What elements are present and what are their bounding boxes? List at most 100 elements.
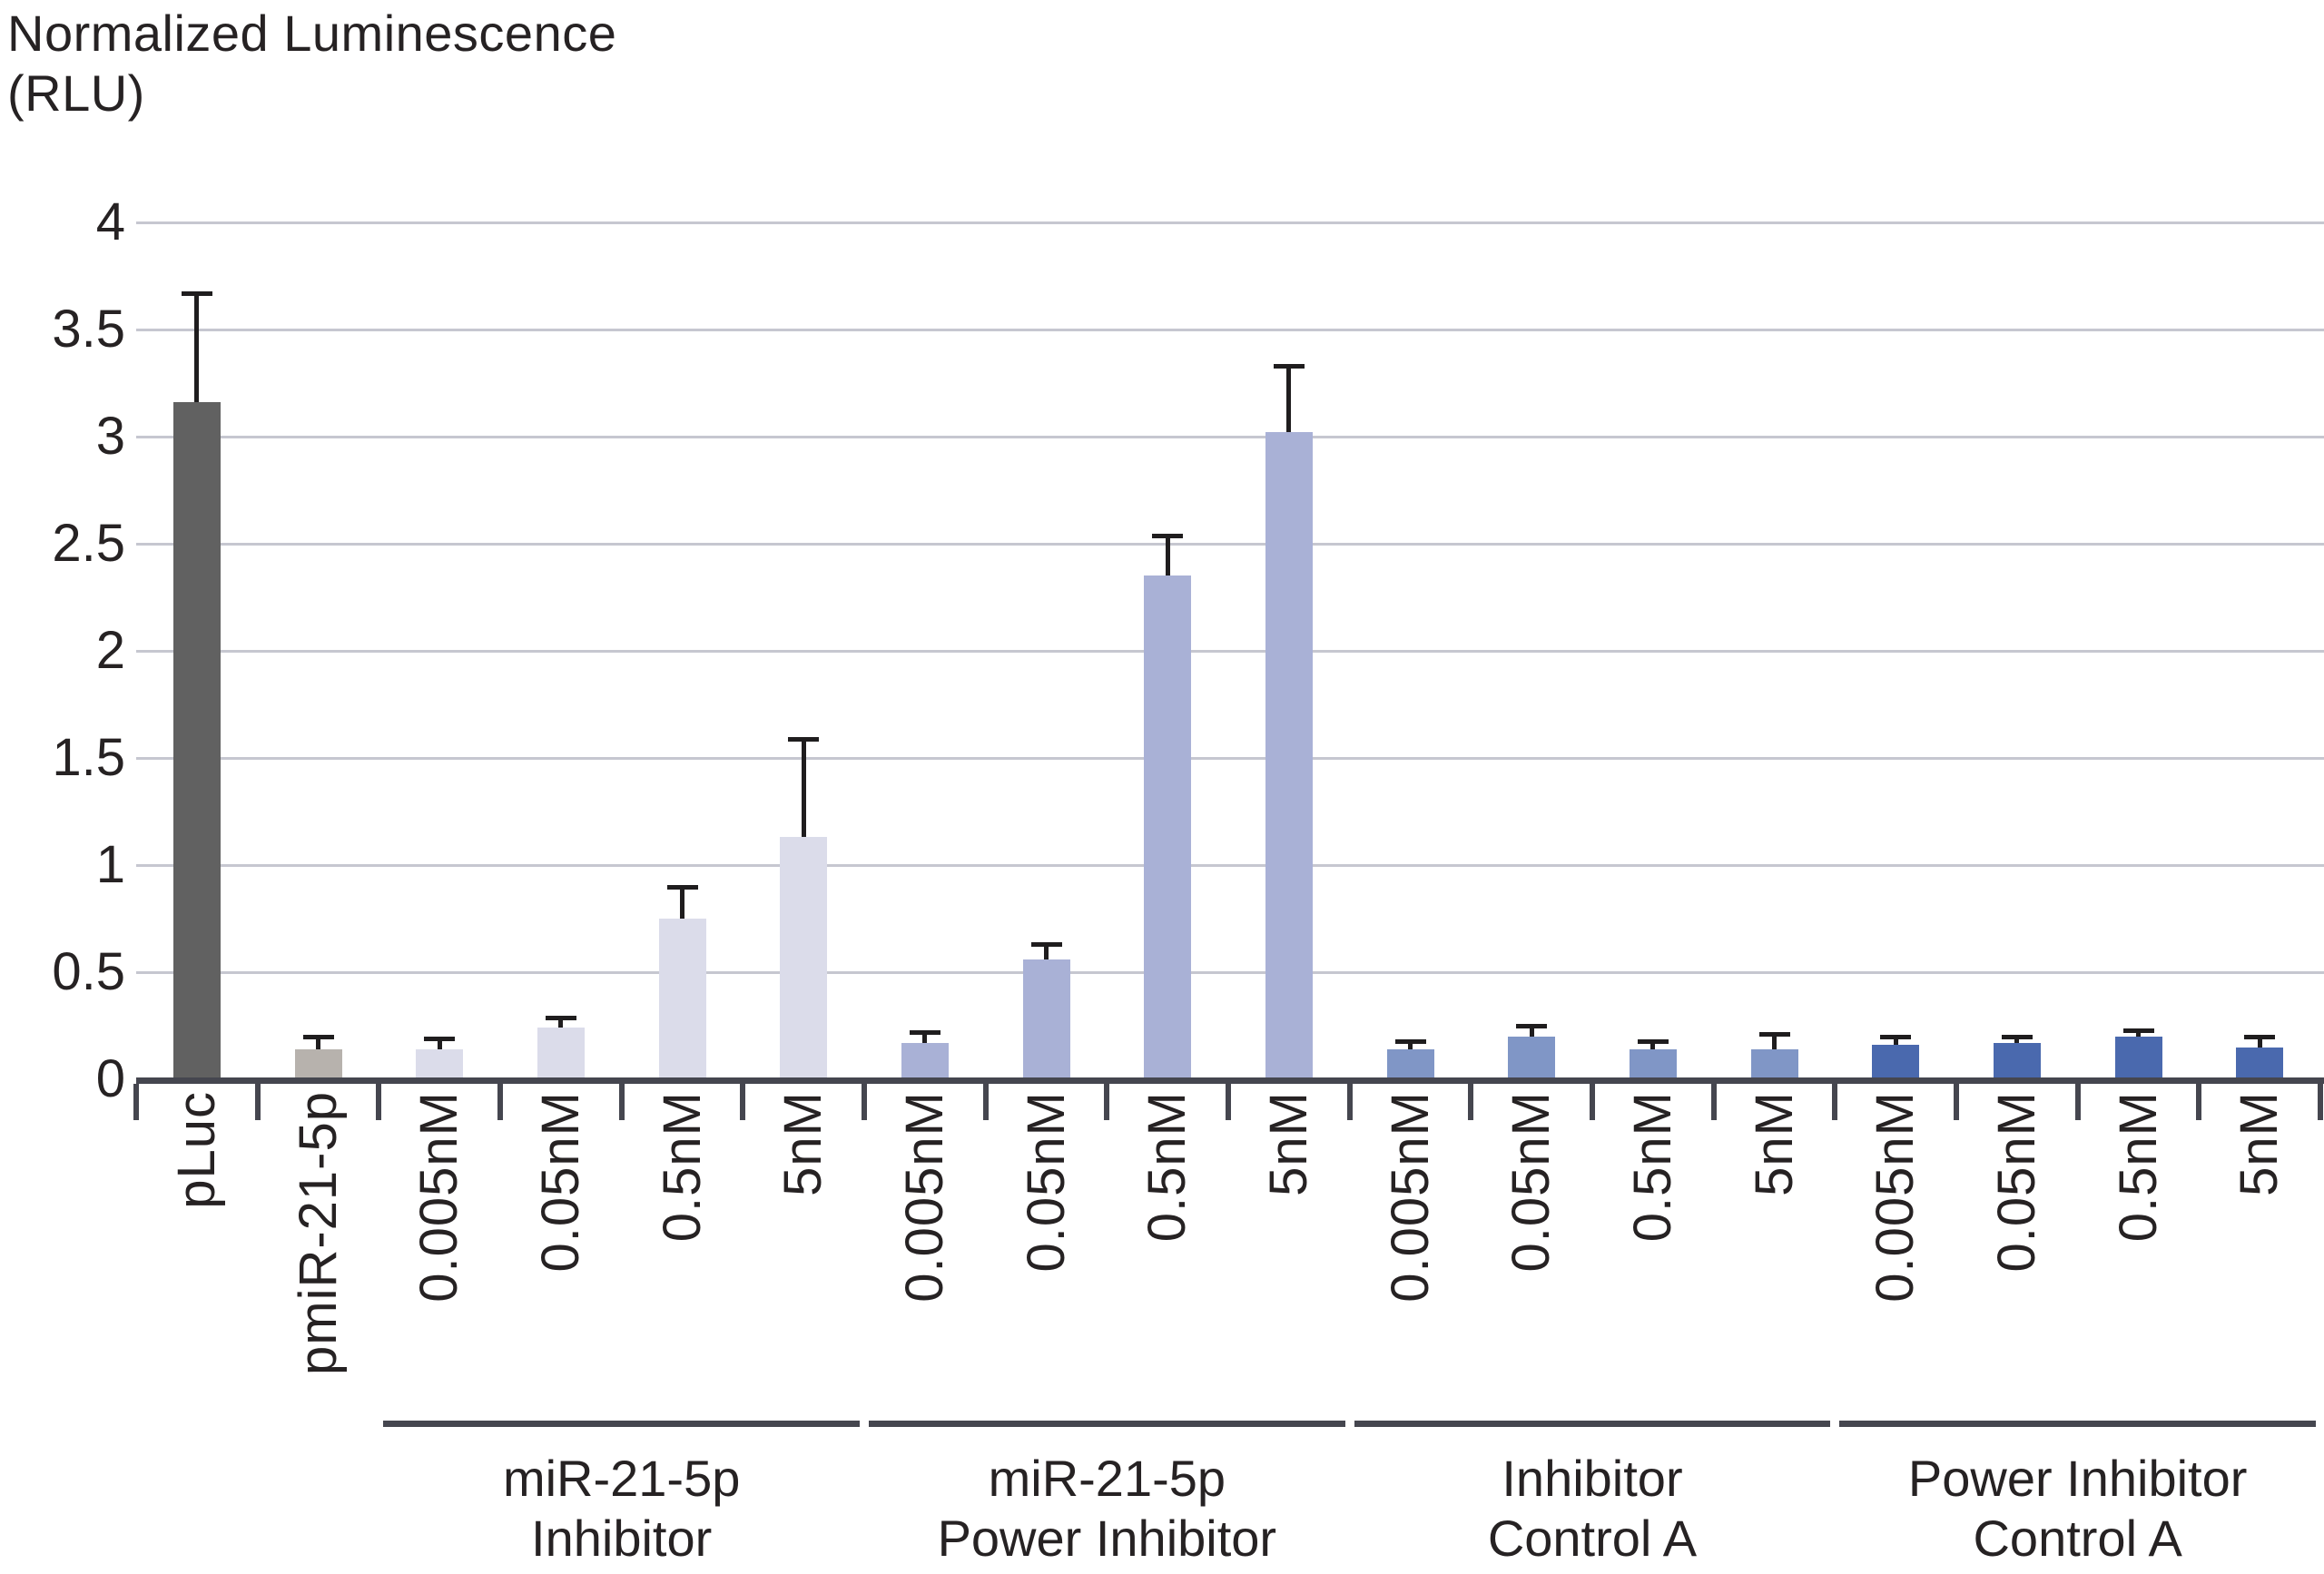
group-label-line: Inhibitor — [1502, 1450, 1683, 1507]
x-tick-label: 0.5nM — [652, 1091, 712, 1243]
x-tick-label: pLuc — [166, 1091, 226, 1209]
error-bar-stem — [1529, 1026, 1534, 1037]
gridline — [136, 436, 2324, 438]
axis-tick — [1832, 1084, 1838, 1120]
y-tick-label: 3 — [95, 407, 125, 466]
group-label-line: miR-21-5p — [502, 1450, 741, 1507]
y-axis-title-line2: (RLU) — [7, 64, 145, 122]
group-bracket — [869, 1421, 1345, 1427]
error-bar-stem — [2257, 1036, 2262, 1048]
x-tick-label: 0.005nM — [1866, 1091, 1925, 1303]
bar — [1022, 959, 1070, 1084]
x-tick-label: 5nM — [773, 1091, 833, 1196]
axis-tick — [1346, 1084, 1353, 1120]
group-label-line: Power Inhibitor — [937, 1510, 1277, 1567]
error-bar-cap — [2122, 1028, 2154, 1033]
gridline — [136, 543, 2324, 546]
error-bar-cap — [302, 1034, 334, 1039]
gridline — [136, 971, 2324, 974]
bar — [1872, 1045, 1920, 1084]
bar — [1265, 432, 1313, 1084]
group-label: Power Inhibitor Control A — [1839, 1449, 2316, 1569]
error-bar-stem — [2136, 1029, 2141, 1037]
x-tick-label: 0.05nM — [1502, 1091, 1561, 1273]
group-label-line: Control A — [1487, 1510, 1698, 1567]
error-bar-cap — [666, 884, 698, 890]
axis-tick — [982, 1084, 989, 1120]
error-bar-stem — [922, 1032, 928, 1043]
bar — [1144, 575, 1192, 1084]
group-label: miR-21-5p Power Inhibitor — [869, 1449, 1345, 1569]
error-bar-stem — [1893, 1036, 1898, 1046]
error-bar-cap — [1273, 364, 1305, 369]
error-bar-cap — [2001, 1034, 2033, 1039]
axis-tick — [2074, 1084, 2081, 1120]
axis-tick — [740, 1084, 746, 1120]
error-bar-stem — [558, 1017, 564, 1028]
error-bar-cap — [2244, 1034, 2276, 1039]
error-bar-cap — [1637, 1038, 1669, 1044]
axis-tick — [1468, 1084, 1474, 1120]
y-tick-label: 1 — [95, 835, 125, 894]
bar — [172, 402, 221, 1084]
axis-tick — [1710, 1084, 1717, 1120]
error-bar-cap — [1030, 942, 1062, 948]
x-tick-label: 5nM — [1744, 1091, 1804, 1196]
bar — [537, 1028, 585, 1084]
x-tick-label: 0.5nM — [1137, 1091, 1197, 1243]
y-tick-label: 1.5 — [52, 728, 125, 787]
axis-tick — [2318, 1084, 2323, 1120]
error-bar-cap — [909, 1030, 940, 1036]
x-tick-label: 0.005nM — [409, 1091, 469, 1303]
error-bar-stem — [801, 738, 806, 838]
x-tick-label: 5nM — [1258, 1091, 1318, 1196]
x-axis-baseline — [136, 1077, 2324, 1084]
bar — [780, 837, 828, 1084]
group-label-line: Power Inhibitor — [1907, 1450, 2248, 1507]
x-tick-label: 5nM — [2230, 1091, 2290, 1196]
y-axis-title: Normalized Luminescence (RLU) — [7, 4, 616, 123]
axis-tick — [618, 1084, 625, 1120]
error-bar-cap — [1152, 533, 1184, 538]
x-tick-label: 0.05nM — [530, 1091, 590, 1273]
error-bar-stem — [680, 886, 684, 919]
axis-tick — [133, 1084, 139, 1120]
bar — [2114, 1036, 2162, 1084]
axis-tick — [862, 1084, 867, 1120]
x-tick-label: 0.005nM — [894, 1091, 954, 1303]
axis-tick — [2196, 1084, 2202, 1120]
axis-tick — [1104, 1084, 1110, 1120]
error-bar-stem — [1408, 1040, 1413, 1049]
error-bar-cap — [1394, 1038, 1426, 1044]
x-tick-label: 0.05nM — [1016, 1091, 1076, 1273]
gridline — [136, 221, 2324, 224]
y-tick-label: 2 — [95, 621, 125, 680]
error-bar-stem — [2014, 1036, 2020, 1043]
bar — [658, 919, 706, 1084]
group-label-line: Control A — [1973, 1510, 2182, 1567]
group-label-line: Inhibitor — [531, 1510, 713, 1567]
x-tick-label: 0.05nM — [1986, 1091, 2046, 1273]
error-bar-stem — [1650, 1040, 1656, 1049]
x-tick-label: 0.5nM — [1622, 1091, 1682, 1243]
error-bar-stem — [1772, 1034, 1777, 1049]
error-bar-cap — [1516, 1024, 1548, 1028]
error-bar-stem — [1286, 366, 1292, 433]
gridline — [136, 757, 2324, 760]
y-tick-label: 4 — [95, 192, 125, 251]
error-bar-stem — [194, 292, 200, 403]
y-tick-label: 0 — [95, 1049, 125, 1108]
error-bar-cap — [545, 1015, 576, 1020]
axis-tick — [1954, 1084, 1959, 1120]
error-bar-stem — [437, 1038, 442, 1049]
error-bar-stem — [1044, 944, 1049, 959]
error-bar-stem — [316, 1036, 320, 1049]
gridline — [136, 650, 2324, 653]
y-axis-title-line1: Normalized Luminescence — [7, 5, 617, 62]
group-label: Inhibitor Control A — [1354, 1449, 1831, 1569]
group-bracket — [1839, 1421, 2316, 1427]
axis-tick — [254, 1084, 261, 1120]
x-tick-label: pmiR-21-5p — [288, 1091, 348, 1375]
